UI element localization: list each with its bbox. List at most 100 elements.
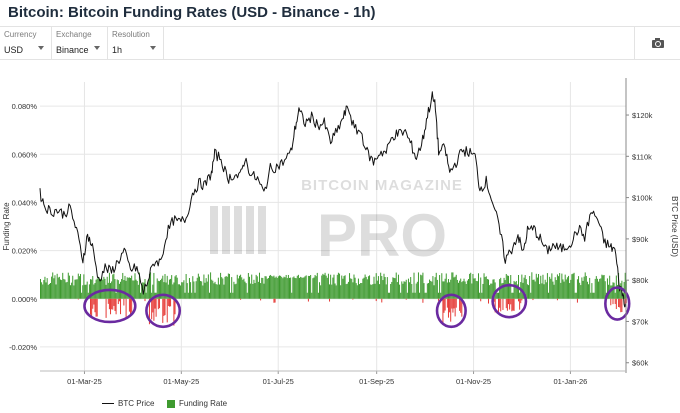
chevron-down-icon bbox=[38, 46, 44, 50]
funding-bar-negative bbox=[112, 298, 114, 310]
funding-bar bbox=[602, 275, 604, 299]
funding-bar bbox=[331, 284, 333, 299]
funding-bar bbox=[381, 275, 383, 299]
funding-bar-negative bbox=[170, 298, 172, 307]
funding-bar bbox=[524, 275, 526, 299]
funding-bar bbox=[76, 279, 78, 299]
funding-bar bbox=[157, 280, 159, 299]
funding-bar bbox=[173, 282, 175, 299]
funding-bar bbox=[133, 280, 135, 299]
funding-bar bbox=[585, 275, 587, 299]
funding-bar bbox=[238, 275, 240, 299]
funding-bar bbox=[565, 279, 567, 299]
exchange-select[interactable]: Exchange Binance bbox=[52, 27, 108, 59]
funding-bar bbox=[211, 279, 213, 299]
funding-bar bbox=[74, 279, 76, 299]
funding-bar bbox=[510, 275, 512, 299]
funding-bar bbox=[273, 275, 275, 299]
watermark: BITCOIN MAGAZINE PRO bbox=[210, 177, 462, 269]
funding-bar-negative bbox=[422, 298, 424, 303]
legend-item-funding-rate[interactable]: Funding Rate bbox=[167, 399, 227, 408]
funding-bar bbox=[551, 273, 553, 299]
funding-bar-negative bbox=[621, 298, 623, 312]
funding-bar bbox=[296, 275, 298, 299]
chart-toolbar: Currency USD Exchange Binance Resolution… bbox=[0, 26, 680, 60]
funding-bar bbox=[132, 280, 134, 299]
funding-bar bbox=[94, 283, 96, 299]
funding-bar bbox=[81, 292, 83, 299]
funding-bar bbox=[395, 272, 397, 299]
funding-bar bbox=[465, 283, 467, 299]
funding-bar-negative bbox=[115, 298, 117, 315]
funding-bar bbox=[192, 276, 194, 299]
x-tick-label: 01-Mar-25 bbox=[67, 377, 102, 386]
funding-bar bbox=[502, 282, 504, 299]
funding-bar bbox=[440, 292, 442, 299]
funding-bar bbox=[294, 277, 296, 299]
funding-bar bbox=[568, 275, 570, 299]
funding-bar bbox=[274, 277, 276, 299]
funding-bar bbox=[322, 273, 324, 299]
funding-bar bbox=[105, 284, 107, 299]
funding-bar-negative bbox=[502, 298, 504, 310]
funding-bar bbox=[610, 285, 612, 299]
funding-bar bbox=[344, 275, 346, 299]
page-title: Bitcoin: Bitcoin Funding Rates (USD - Bi… bbox=[8, 4, 376, 21]
funding-bar bbox=[466, 280, 468, 299]
screenshot-button[interactable] bbox=[634, 27, 680, 59]
funding-bar bbox=[324, 272, 326, 299]
funding-bar bbox=[492, 279, 494, 299]
funding-bar bbox=[462, 281, 464, 299]
funding-bar bbox=[97, 276, 99, 299]
legend-item-btc-price[interactable]: BTC Price bbox=[102, 399, 154, 408]
funding-bar bbox=[156, 278, 158, 299]
resolution-label: Resolution bbox=[112, 30, 150, 39]
funding-rate-chart: BITCOIN MAGAZINE PRO -0.020% 0.000% 0.020%… bbox=[2, 78, 679, 386]
funding-bar bbox=[127, 277, 129, 299]
funding-bar bbox=[135, 279, 137, 299]
funding-bar bbox=[342, 278, 344, 299]
funding-bar bbox=[41, 282, 43, 299]
funding-bar bbox=[489, 285, 491, 299]
funding-bar bbox=[407, 278, 409, 299]
funding-bar bbox=[383, 273, 385, 299]
funding-bar bbox=[384, 277, 386, 299]
funding-bar bbox=[476, 281, 478, 299]
funding-bar bbox=[431, 281, 433, 299]
funding-bar-negative bbox=[513, 298, 515, 311]
funding-bar-negative bbox=[107, 298, 109, 304]
chevron-down-icon bbox=[150, 46, 156, 50]
resolution-select[interactable]: Resolution 1h bbox=[108, 27, 164, 59]
funding-bar bbox=[52, 272, 54, 299]
funding-bar bbox=[451, 272, 453, 299]
funding-bar bbox=[546, 273, 548, 299]
funding-bar bbox=[549, 276, 551, 299]
funding-bar bbox=[367, 276, 369, 299]
funding-bar bbox=[594, 278, 596, 299]
funding-bar bbox=[117, 280, 119, 299]
funding-bar bbox=[427, 283, 429, 299]
funding-bar bbox=[426, 283, 428, 299]
funding-bar bbox=[589, 277, 591, 299]
funding-bar bbox=[230, 292, 232, 299]
funding-bar bbox=[371, 284, 373, 299]
funding-bar bbox=[467, 279, 469, 299]
line-swatch-icon bbox=[102, 403, 114, 405]
currency-select[interactable]: Currency USD bbox=[0, 27, 52, 59]
funding-bar-negative bbox=[500, 298, 502, 312]
funding-bar bbox=[473, 278, 475, 299]
funding-bar bbox=[112, 274, 114, 299]
watermark-logo-icon bbox=[210, 206, 266, 254]
funding-bar bbox=[224, 276, 226, 299]
funding-bar-negative bbox=[443, 298, 445, 313]
funding-bar bbox=[403, 281, 405, 299]
funding-bar-negative bbox=[90, 298, 92, 315]
funding-bar bbox=[283, 276, 285, 299]
funding-bar bbox=[540, 275, 542, 299]
funding-bar-negative bbox=[506, 298, 508, 311]
left-tick-label: 0.040% bbox=[12, 198, 38, 207]
funding-bar-negative bbox=[144, 298, 146, 302]
funding-bar bbox=[578, 276, 580, 299]
funding-bar-negative bbox=[157, 298, 159, 310]
funding-bar bbox=[153, 272, 155, 299]
